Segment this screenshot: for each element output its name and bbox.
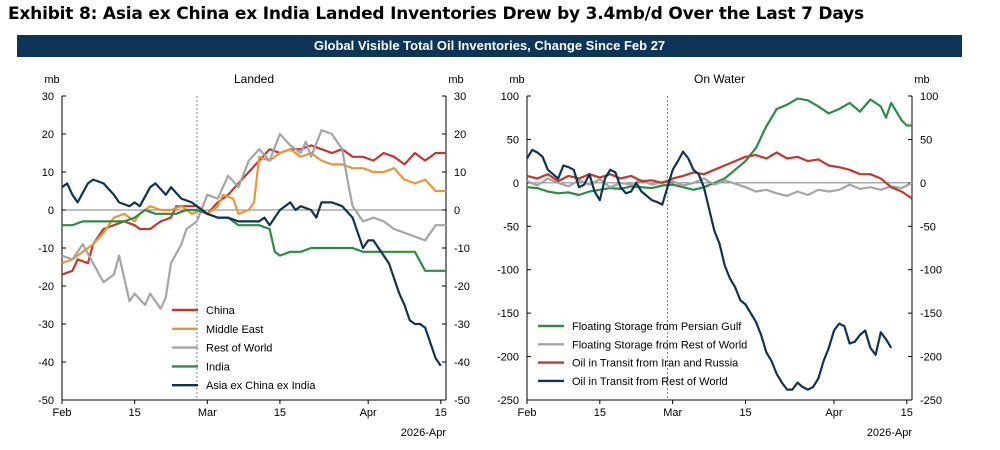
chart1-title: Landed: [234, 72, 274, 86]
chart1-y-tick-label-left: 10: [42, 167, 54, 179]
chart1-legend-label-3: Rest of World: [206, 343, 272, 355]
chart1-x-tick-label: Mar: [198, 407, 217, 419]
chart2-y-tick-label-right: 100: [920, 91, 938, 103]
chart1-legend-label-1: China: [206, 305, 236, 317]
chart1-x-tick-label: 15: [129, 407, 141, 419]
chart1-y-tick-label-right: 30: [454, 91, 466, 103]
chart2-x-tick-label: 15: [739, 407, 751, 419]
chart2-y-tick-label-right: -200: [920, 352, 942, 364]
chart2-series-line-1: [526, 97, 912, 197]
chart1-y-tick-label-left: 0: [48, 205, 54, 217]
chart1-y-tick-label-right: 10: [454, 167, 466, 179]
chart2-legend-label-1: Floating Storage from Persian Gulf: [572, 321, 742, 333]
chart2-legend-label-4: Oil in Transit from Rest of World: [572, 376, 728, 388]
chart1-y-tick-label-left: 30: [42, 91, 54, 103]
chart2-y-tick-label-left: -200: [497, 352, 519, 364]
chart1-y-tick-label-right: -10: [454, 243, 470, 255]
chart2-x-tick-label: Apr: [825, 407, 842, 419]
chart1-y-unit-left: mb: [44, 74, 59, 86]
chart1-series-line-5: [61, 178, 442, 367]
chart1-series-line-3: [61, 129, 446, 310]
chart2-title: On Water: [694, 72, 745, 86]
chart2-x-tick-label: Mar: [663, 407, 682, 419]
chart2-y-tick-label-right: -250: [920, 395, 942, 407]
chart1-legend-label-4: India: [206, 361, 231, 373]
chart1-y-tick-label-left: -30: [38, 319, 54, 331]
chart2-y-unit-right: mb: [914, 74, 929, 86]
chart2-y-tick-label-left: -100: [497, 265, 519, 277]
chart1-y-tick-label-right: -50: [454, 395, 470, 407]
chart1-y-tick-label-right: 0: [454, 205, 460, 217]
chart1-x-tick-label: 15: [274, 407, 286, 419]
chart2-y-tick-label-right: -50: [920, 221, 936, 233]
chart1-x-footer: 2026-Apr: [401, 427, 447, 439]
chart1-y-tick-label-right: -30: [454, 319, 470, 331]
chart1-legend-label-5: Asia ex China ex India: [206, 380, 316, 392]
chart2-y-tick-label-right: 50: [920, 134, 932, 146]
chart2-y-tick-label-left: -250: [497, 395, 519, 407]
exhibit-title: Exhibit 8: Asia ex China ex India Landed…: [8, 4, 864, 24]
chart1-y-tick-label-right: 20: [454, 129, 466, 141]
chart2-series-line-3: [526, 151, 913, 200]
chart2-y-tick-label-left: -50: [503, 221, 519, 233]
chart2-y-tick-label-right: 0: [920, 178, 926, 190]
chart2-x-tick-label: 15: [901, 407, 913, 419]
chart1-x-tick-label: 15: [435, 407, 447, 419]
chart2-legend-label-2: Floating Storage from Rest of World: [572, 339, 747, 351]
chart2-y-tick-label-right: -100: [920, 265, 942, 277]
chart1-y-unit-right: mb: [448, 74, 463, 86]
chart2-series-line-4: [526, 148, 893, 391]
chart2-y-tick-label-left: 0: [513, 178, 519, 190]
chart1-x-tick-label: Apr: [360, 407, 377, 419]
chart1-legend-label-2: Middle East: [206, 324, 263, 336]
chart2-y-tick-label-right: -150: [920, 308, 942, 320]
chart1-y-tick-label-right: -40: [454, 357, 470, 369]
chart1-y-tick-label-left: 20: [42, 129, 54, 141]
chart2-legend-label-3: Oil in Transit from Iran and Russia: [572, 358, 739, 370]
chart1-x-tick-label: Feb: [53, 407, 72, 419]
chart2-y-unit-left: mb: [509, 74, 524, 86]
chart1-y-tick-label-left: -20: [38, 281, 54, 293]
chart1-y-tick-label-right: -20: [454, 281, 470, 293]
chart1-y-tick-label-left: -50: [38, 395, 54, 407]
chart1-y-tick-label-left: -10: [38, 243, 54, 255]
banner-title: Global Visible Total Oil Inventories, Ch…: [17, 35, 962, 57]
chart2-x-footer: 2026-Apr: [867, 427, 913, 439]
chart2-x-tick-label: 15: [594, 407, 606, 419]
chart2-y-tick-label-left: -150: [497, 308, 519, 320]
chart2-y-tick-label-left: 100: [501, 91, 519, 103]
chart1-y-tick-label-left: -40: [38, 357, 54, 369]
chart1-series-line-1: [61, 144, 446, 276]
chart2-x-tick-label: Feb: [518, 407, 537, 419]
chart2-y-tick-label-left: 50: [507, 134, 519, 146]
